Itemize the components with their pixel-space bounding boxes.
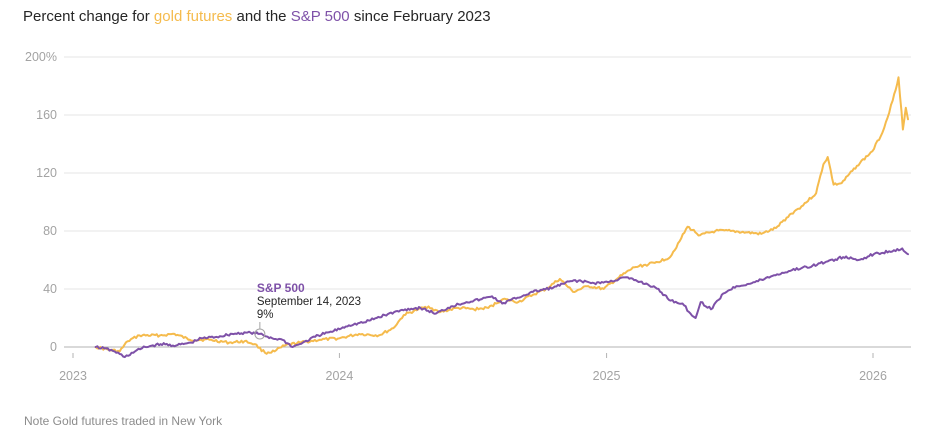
series-lines [94,76,909,359]
y-tick-label: 40 [43,282,57,296]
sp500-line [94,247,909,359]
annotation-date: September 14, 2023 [257,296,361,308]
chart-note: Note Gold futures traded in New York [24,414,223,428]
title-prefix: Percent change for [23,8,154,25]
line-chart: 0 40 80 120 160 200% 2023 2024 2025 2026 S&P 500… [25,50,911,383]
y-tick-label: 200% [25,50,57,64]
y-tick-label: 120 [36,166,57,180]
title-suffix: since February 2023 [349,8,491,25]
annotation-marker [254,328,266,340]
x-axis: 2023 2024 2025 2026 [59,353,887,383]
y-tick-label: 160 [36,108,57,122]
annotation: S&P 500 September 14, 2023 9% [254,281,361,340]
y-tick-label: 0 [50,340,57,354]
x-tick-label: 2023 [59,369,87,383]
x-tick-label: 2026 [859,369,887,383]
chart-title: Percent change for gold futures and the … [23,8,491,25]
annotation-series-label: S&P 500 [257,281,305,295]
title-middle: and the [232,8,291,25]
x-tick-label: 2024 [326,369,354,383]
title-spx-label: S&P 500 [290,8,350,25]
title-gold-label: gold futures [153,8,233,25]
x-tick-label: 2025 [593,369,621,383]
y-tick-label: 80 [43,224,57,238]
gridlines: 0 40 80 120 160 200% [25,50,911,354]
gold-futures-line [94,76,909,355]
annotation-value: 9% [257,309,274,321]
